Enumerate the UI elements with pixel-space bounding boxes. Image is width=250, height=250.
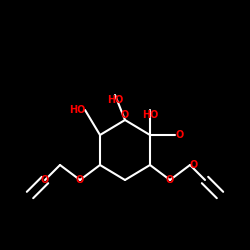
Text: O: O xyxy=(166,175,174,185)
Text: HO: HO xyxy=(107,95,123,105)
Text: O: O xyxy=(175,130,183,140)
Text: O: O xyxy=(76,175,84,185)
Text: HO: HO xyxy=(68,105,85,115)
Text: O: O xyxy=(121,110,129,120)
Text: HO: HO xyxy=(142,110,158,120)
Text: O: O xyxy=(41,175,49,185)
Text: O: O xyxy=(190,160,198,170)
